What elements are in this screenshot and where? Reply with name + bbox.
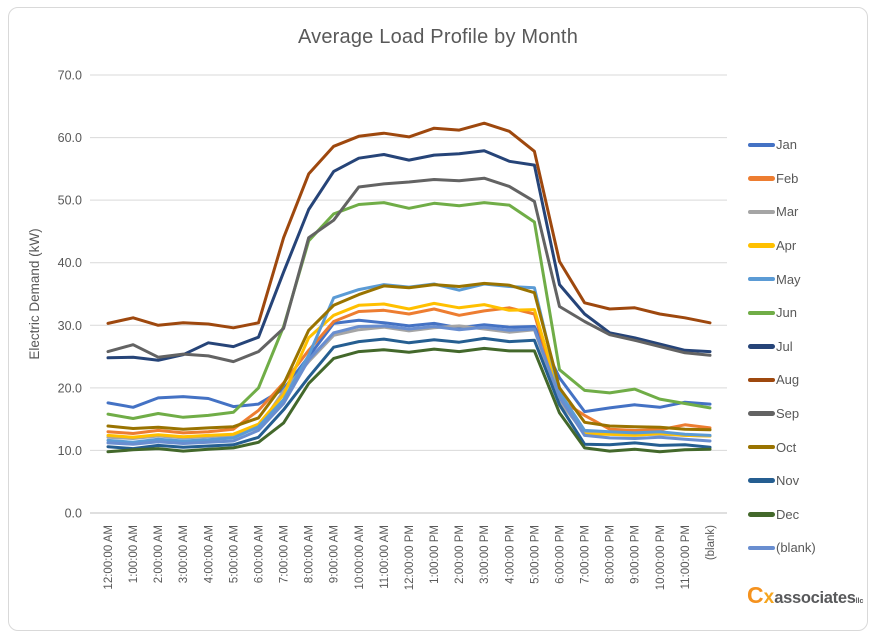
x-tick-labels: 12:00:00 AM 1:00:00 AM 2:00:00 AM 3:00:00 A… xyxy=(103,525,717,590)
chart-title: Average Load Profile by Month xyxy=(297,26,579,48)
series-line-feb[interactable] xyxy=(106,306,712,435)
y-tick-labels: 70.0 60.0 50.0 40.0 30.0 20.0 10.0 0.0 xyxy=(58,69,82,521)
series-line-nov[interactable] xyxy=(106,336,712,451)
legend-item-aug[interactable]: Aug xyxy=(748,363,868,397)
legend-marker xyxy=(748,512,775,517)
legend-marker xyxy=(748,176,775,181)
logo-suffix: llc xyxy=(855,598,864,605)
legend-marker xyxy=(748,243,775,248)
legend-marker xyxy=(748,411,775,416)
x-tick-label: 5:00:00 PM xyxy=(529,525,541,584)
x-tick-label: 9:00:00 AM xyxy=(329,525,341,583)
legend-label: Jun xyxy=(776,305,797,321)
legend-label: (blank) xyxy=(776,540,816,556)
legend-item-dec[interactable]: Dec xyxy=(748,498,868,532)
legend-label: May xyxy=(776,271,801,287)
x-tick-label: 3:00:00 AM xyxy=(178,525,190,583)
y-tick-label: 10.0 xyxy=(58,444,82,458)
x-tick-label: 8:00:00 AM xyxy=(304,525,316,583)
series-line-oct[interactable] xyxy=(106,281,712,432)
x-tick-label: 1:00:00 AM xyxy=(128,525,140,583)
x-tick-label: 4:00:00 AM xyxy=(203,525,215,583)
series-line-dec[interactable] xyxy=(106,346,712,454)
x-tick-label: 5:00:00 AM xyxy=(228,525,240,583)
y-tick-label: 70.0 xyxy=(58,69,82,83)
series-line-jul[interactable] xyxy=(106,149,712,362)
logo-prefix2: x xyxy=(763,587,775,608)
x-tick-label: 9:00:00 PM xyxy=(630,525,642,584)
x-tick-label: 10:00:00 AM xyxy=(354,525,366,590)
legend-item-jan[interactable]: Jan xyxy=(748,128,868,162)
x-tick-label: (blank) xyxy=(705,525,717,560)
legend-label: Apr xyxy=(776,238,797,254)
legend-item-may[interactable]: May xyxy=(748,262,868,296)
y-tick-label: 20.0 xyxy=(58,381,82,395)
legend-label: Nov xyxy=(776,473,800,489)
legend-label: Aug xyxy=(776,372,800,388)
series-line-sep[interactable] xyxy=(106,176,712,364)
y-tick-label: 40.0 xyxy=(58,256,82,270)
series-line-apr[interactable] xyxy=(106,301,712,439)
x-tick-label: 6:00:00 PM xyxy=(554,525,566,584)
x-tick-label: 7:00:00 AM xyxy=(279,525,291,583)
legend-label: Jul xyxy=(776,338,793,354)
legend-marker xyxy=(748,545,775,551)
x-tick-label: 8:00:00 PM xyxy=(605,525,617,584)
x-tick-label: 10:00:00 PM xyxy=(655,525,667,590)
legend-item-apr[interactable]: Apr xyxy=(748,229,868,263)
legend-item-blank[interactable]: (blank) xyxy=(748,531,868,565)
x-tick-label: 1:00:00 PM xyxy=(429,525,441,584)
legend-label: Mar xyxy=(776,204,799,220)
legend-marker xyxy=(748,478,775,483)
legend-label: Oct xyxy=(776,439,797,455)
x-tick-label: 12:00:00 AM xyxy=(103,525,115,590)
x-tick-label: 2:00:00 AM xyxy=(153,525,165,583)
legend-item-oct[interactable]: Oct xyxy=(748,430,868,464)
x-tick-label: 11:00:00 AM xyxy=(379,525,391,589)
legend-marker xyxy=(748,276,775,282)
logo-prefix: C xyxy=(747,582,764,608)
series-line-jan[interactable] xyxy=(106,318,712,414)
x-tick-label: 6:00:00 AM xyxy=(253,525,265,583)
logo-name: associates xyxy=(774,589,856,607)
legend-marker xyxy=(748,444,775,450)
legend: Jan Feb Mar Apr May Jun Jul Aug Sep Oct Nov Dec (bla… xyxy=(748,128,868,565)
series-line-aug[interactable] xyxy=(106,121,712,330)
y-tick-label: 60.0 xyxy=(58,131,82,145)
series-lines xyxy=(106,121,712,454)
x-tick-label: 3:00:00 PM xyxy=(479,525,491,584)
y-tick-label: 50.0 xyxy=(58,194,82,208)
legend-marker xyxy=(748,142,775,148)
x-tick-label: 2:00:00 PM xyxy=(454,525,466,584)
x-tick-label: 4:00:00 PM xyxy=(504,525,516,584)
y-tick-label: 30.0 xyxy=(58,319,82,333)
legend-item-nov[interactable]: Nov xyxy=(748,464,868,498)
legend-label: Jan xyxy=(776,137,797,153)
legend-label: Sep xyxy=(776,406,800,422)
x-tick-label: 12:00:00 PM xyxy=(404,525,416,590)
y-tick-label: 0.0 xyxy=(65,507,82,521)
legend-item-mar[interactable]: Mar xyxy=(748,195,868,229)
legend-marker xyxy=(748,377,775,383)
legend-label: Dec xyxy=(776,506,800,522)
chart-border xyxy=(8,7,868,631)
x-tick-label: 7:00:00 PM xyxy=(580,525,592,584)
series-line-blank[interactable] xyxy=(106,324,712,446)
x-tick-label: 11:00:00 PM xyxy=(680,525,692,589)
series-line-jun[interactable] xyxy=(106,201,712,420)
cx-associates-logo: Cxassociatesllc xyxy=(747,582,864,608)
legend-marker xyxy=(748,344,775,349)
legend-marker xyxy=(748,209,775,215)
legend-marker xyxy=(748,310,775,316)
legend-label: Feb xyxy=(776,170,799,186)
legend-item-feb[interactable]: Feb xyxy=(748,162,868,196)
legend-item-jul[interactable]: Jul xyxy=(748,330,868,364)
legend-item-jun[interactable]: Jun xyxy=(748,296,868,330)
legend-item-sep[interactable]: Sep xyxy=(748,397,868,431)
